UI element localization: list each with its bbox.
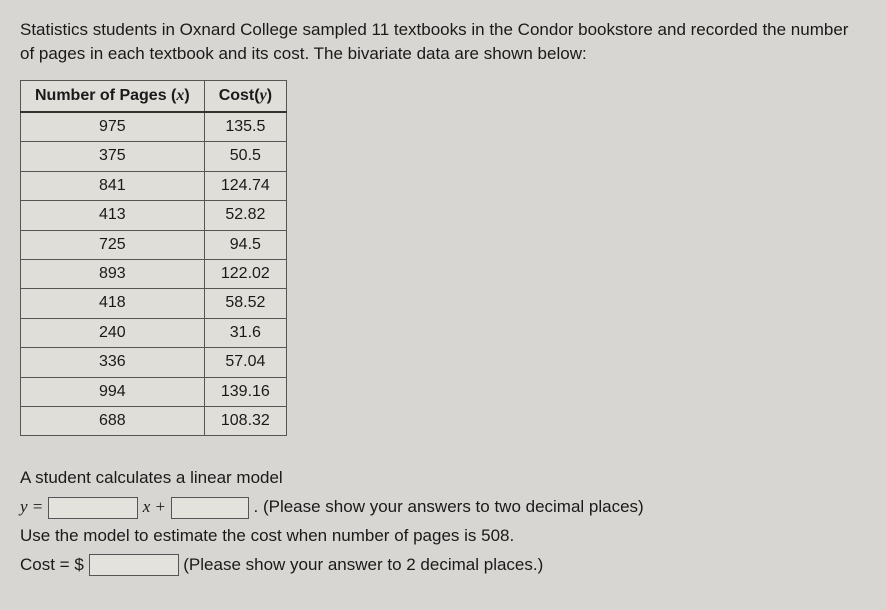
col-header-pages: Number of Pages (x): [21, 80, 205, 112]
problem-intro: Statistics students in Oxnard College sa…: [20, 18, 866, 66]
hint-two-decimals-1: . (Please show your answers to two decim…: [254, 497, 644, 516]
cell-cost: 139.16: [204, 377, 286, 406]
cell-cost: 57.04: [204, 348, 286, 377]
cell-pages: 725: [21, 230, 205, 259]
cell-pages: 240: [21, 318, 205, 347]
col-header-cost: Cost(y): [204, 80, 286, 112]
cell-cost: 122.02: [204, 259, 286, 288]
cell-pages: 893: [21, 259, 205, 288]
table-row: 24031.6: [21, 318, 287, 347]
table-row: 688108.32: [21, 406, 287, 435]
table-row: 975135.5: [21, 112, 287, 142]
cell-cost: 52.82: [204, 201, 286, 230]
cell-pages: 841: [21, 171, 205, 200]
data-table: Number of Pages (x) Cost(y) 975135.53755…: [20, 80, 287, 437]
table-row: 41858.52: [21, 289, 287, 318]
cell-cost: 135.5: [204, 112, 286, 142]
cell-cost: 50.5: [204, 142, 286, 171]
question-block: A student calculates a linear model y = …: [20, 464, 866, 580]
table-row: 841124.74: [21, 171, 287, 200]
model-prompt: A student calculates a linear model: [20, 464, 866, 493]
intercept-input[interactable]: [171, 497, 249, 519]
cell-pages: 975: [21, 112, 205, 142]
cell-pages: 994: [21, 377, 205, 406]
equation-x-plus: x +: [143, 497, 166, 516]
table-row: 994139.16: [21, 377, 287, 406]
cell-pages: 375: [21, 142, 205, 171]
table-row: 72594.5: [21, 230, 287, 259]
cost-label: Cost = $: [20, 555, 84, 574]
cell-pages: 688: [21, 406, 205, 435]
estimate-prompt: Use the model to estimate the cost when …: [20, 522, 866, 551]
table-row: 37550.5: [21, 142, 287, 171]
cell-pages: 413: [21, 201, 205, 230]
slope-input[interactable]: [48, 497, 138, 519]
table-row: 41352.82: [21, 201, 287, 230]
cell-pages: 418: [21, 289, 205, 318]
hint-two-decimals-2: (Please show your answer to 2 decimal pl…: [183, 555, 543, 574]
cell-pages: 336: [21, 348, 205, 377]
cell-cost: 58.52: [204, 289, 286, 318]
cell-cost: 31.6: [204, 318, 286, 347]
cell-cost: 124.74: [204, 171, 286, 200]
equation-y: y =: [20, 497, 43, 516]
cell-cost: 94.5: [204, 230, 286, 259]
table-row: 893122.02: [21, 259, 287, 288]
table-row: 33657.04: [21, 348, 287, 377]
cell-cost: 108.32: [204, 406, 286, 435]
cost-input[interactable]: [89, 554, 179, 576]
